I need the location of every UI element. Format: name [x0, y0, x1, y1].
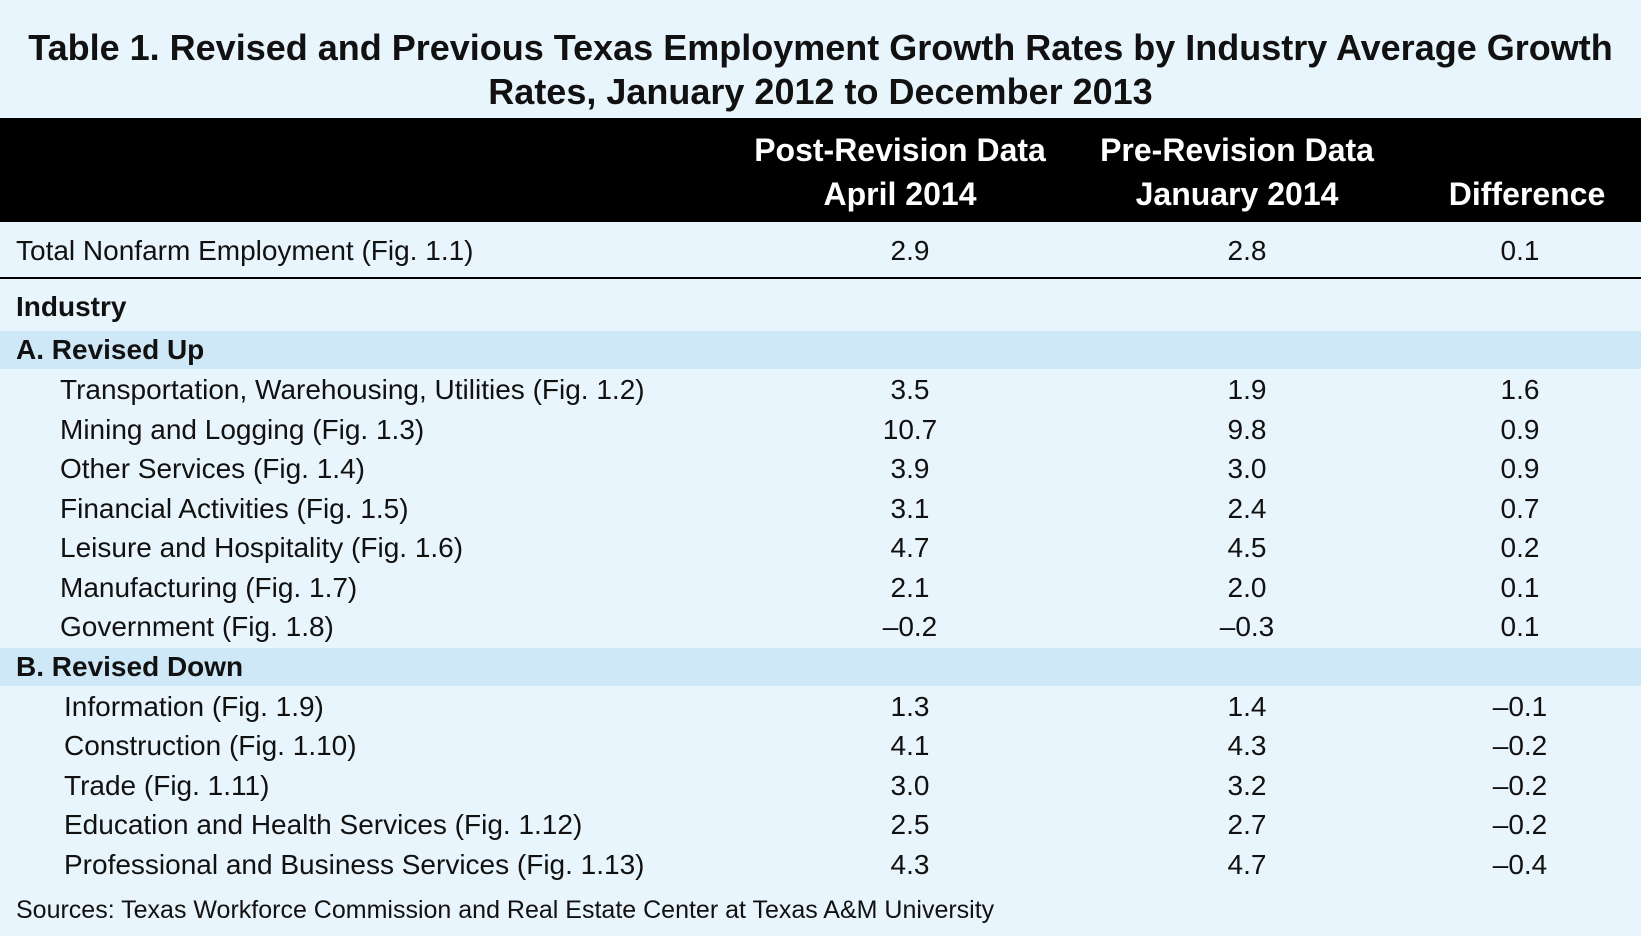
- cell-value: 2.4: [1227, 492, 1267, 524]
- row-label: Transportation, Warehousing, Utilities (…: [60, 374, 645, 405]
- cell-value: 2.9: [890, 235, 930, 266]
- cell-value: –0.2: [1492, 809, 1548, 840]
- cell-value: 2.5: [890, 809, 930, 840]
- cell-value: 3.5: [890, 374, 930, 405]
- sources-note: Sources: Texas Workforce Commission and …: [16, 896, 995, 924]
- row-label: Professional and Business Services (Fig.…: [64, 848, 645, 880]
- column-header: Difference: [1448, 176, 1606, 212]
- column-header: January 2014: [1135, 176, 1339, 212]
- cell-value: 4.3: [890, 848, 930, 880]
- section-band: [0, 647, 1641, 686]
- cell-value: 4.5: [1227, 532, 1267, 563]
- cell-value: –0.4: [1492, 848, 1548, 880]
- header-band: [0, 118, 1641, 222]
- rule: [0, 277, 1641, 279]
- row-label: Other Services (Fig. 1.4): [60, 453, 365, 484]
- cell-value: 2.7: [1227, 809, 1267, 840]
- industry-heading: Industry: [16, 291, 127, 322]
- row-label: Financial Activities (Fig. 1.5): [60, 492, 409, 524]
- cell-value: –0.1: [1492, 690, 1548, 722]
- row-label: Trade (Fig. 1.11): [64, 769, 270, 801]
- column-header: Post-Revision Data: [754, 132, 1046, 168]
- cell-value: 0.9: [1500, 413, 1540, 445]
- cell-value: 1.3: [890, 690, 930, 722]
- cell-value: 0.1: [1500, 611, 1540, 642]
- cell-value: 4.1: [890, 730, 930, 761]
- row-label: Education and Health Services (Fig. 1.12…: [64, 809, 583, 840]
- cell-value: 10.7: [882, 413, 938, 445]
- cell-value: 0.7: [1500, 492, 1540, 524]
- row-label: Government (Fig. 1.8): [60, 611, 334, 642]
- cell-value: 4.7: [890, 532, 930, 563]
- cell-value: –0.3: [1219, 611, 1275, 642]
- cell-value: 3.1: [890, 492, 930, 524]
- cell-value: 0.1: [1500, 235, 1540, 266]
- cell-value: 3.0: [890, 769, 930, 801]
- cell-value: 3.0: [1227, 453, 1267, 484]
- cell-value: 4.7: [1227, 848, 1267, 880]
- cell-value: 1.4: [1227, 690, 1267, 722]
- cell-value: –0.2: [1492, 769, 1548, 801]
- row-label: Construction (Fig. 1.10): [64, 730, 357, 761]
- table-title: Rates, January 2012 to December 2013: [488, 71, 1153, 112]
- cell-value: 3.9: [890, 453, 930, 484]
- column-header: Pre-Revision Data: [1100, 132, 1374, 168]
- row-label: Leisure and Hospitality (Fig. 1.6): [60, 532, 464, 563]
- section-band: [0, 331, 1641, 369]
- cell-value: 2.0: [1227, 571, 1267, 603]
- row-label: Information (Fig. 1.9): [64, 690, 324, 722]
- row-label: Total Nonfarm Employment (Fig. 1.1): [16, 235, 474, 266]
- cell-value: 2.1: [890, 571, 930, 603]
- cell-value: 1.6: [1500, 374, 1540, 405]
- cell-value: –0.2: [882, 611, 938, 642]
- row-label: Mining and Logging (Fig. 1.3): [60, 413, 425, 445]
- table-title: Table 1. Revised and Previous Texas Empl…: [28, 27, 1613, 68]
- cell-value: 3.2: [1227, 769, 1267, 801]
- section-heading: A. Revised Up: [16, 334, 205, 365]
- cell-value: 2.8: [1227, 235, 1267, 266]
- row-label: Manufacturing (Fig. 1.7): [60, 571, 358, 603]
- cell-value: –0.2: [1492, 730, 1548, 761]
- cell-value: 9.8: [1227, 413, 1267, 445]
- column-header: April 2014: [823, 176, 977, 212]
- cell-value: 0.2: [1500, 532, 1540, 563]
- cell-value: 0.1: [1500, 571, 1540, 603]
- section-heading: B. Revised Down: [16, 650, 244, 682]
- cell-value: 1.9: [1227, 374, 1267, 405]
- cell-value: 0.9: [1500, 453, 1540, 484]
- cell-value: 4.3: [1227, 730, 1267, 761]
